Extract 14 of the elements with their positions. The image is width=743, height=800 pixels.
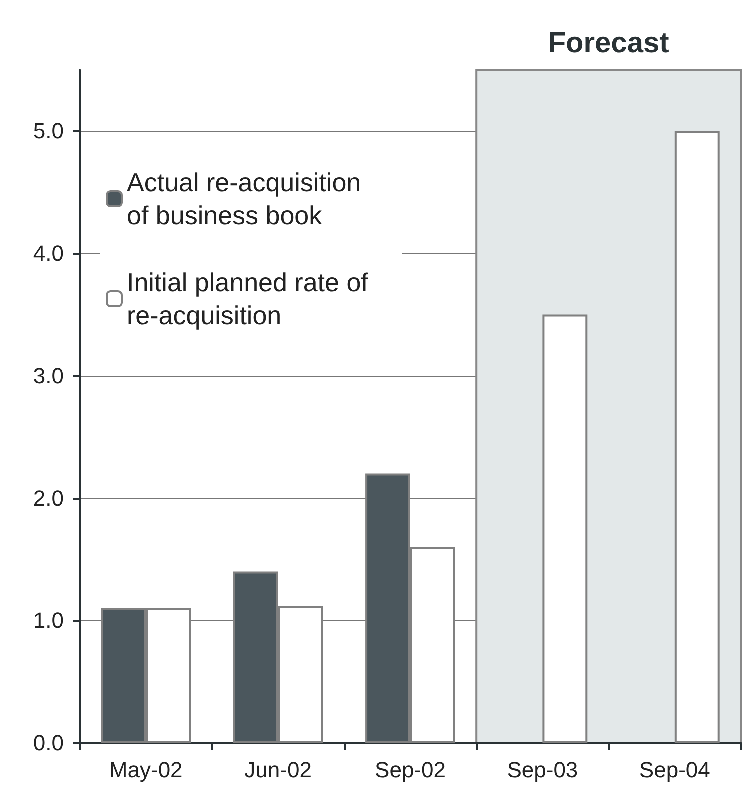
x-tick-label: Sep-04 xyxy=(639,758,710,782)
x-tick-label: Sep-03 xyxy=(507,758,578,782)
y-tick-label: 0.0 xyxy=(33,730,64,756)
y-tick-label: 1.0 xyxy=(33,608,64,634)
y-tick-label: 5.0 xyxy=(33,118,64,144)
legend-label: Actual re-acquisition of business book xyxy=(127,168,368,230)
x-tick-label: May-02 xyxy=(109,758,183,782)
y-tick-label: 4.0 xyxy=(33,241,64,266)
legend-label: Initial planned rate of re-acquisition xyxy=(127,268,376,330)
y-tick-label: 2.0 xyxy=(33,486,64,511)
y-tick-label: 3.0 xyxy=(33,363,64,388)
band-label: Forecast xyxy=(548,28,670,60)
x-tick-label: Jun-02 xyxy=(244,758,312,782)
x-tick-label: Sep-02 xyxy=(375,758,446,782)
